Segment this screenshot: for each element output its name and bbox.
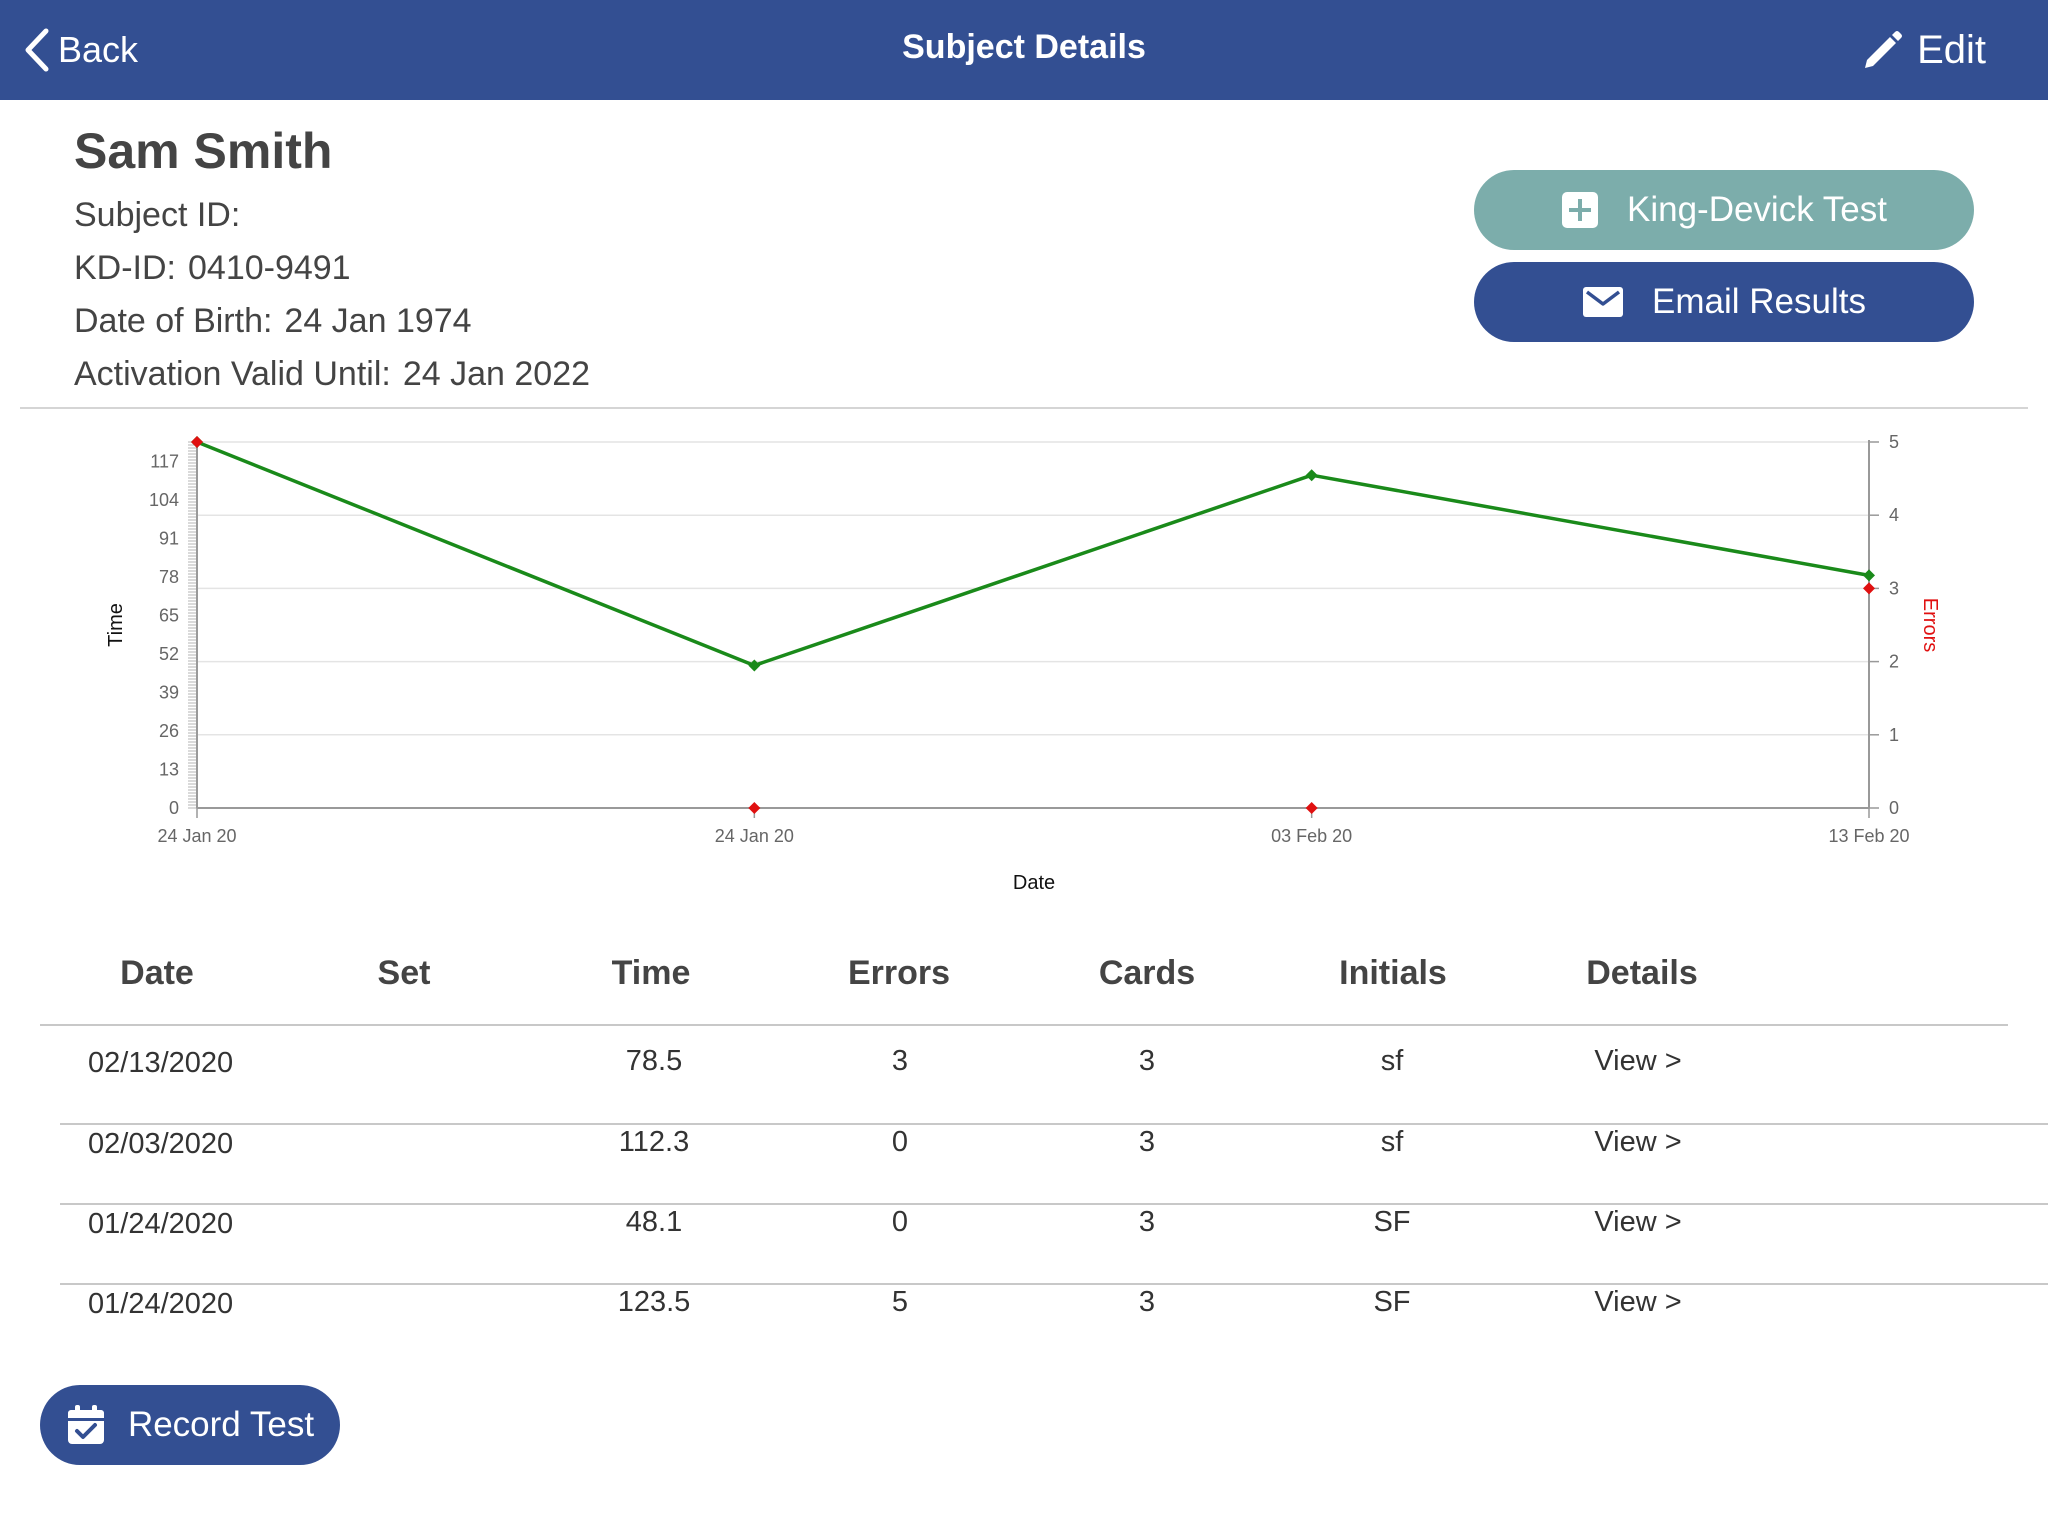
row-1-cards: 3 — [1138, 1045, 1156, 1077]
y-tick-label: 52 — [159, 644, 179, 664]
row-3-initials: SF — [1373, 1206, 1411, 1238]
row-3-date: 01/24/2020 — [88, 1208, 234, 1240]
y2-tick-label: 2 — [1889, 652, 1899, 672]
time-data-point — [1305, 469, 1318, 482]
y-tick-label: 91 — [159, 528, 179, 548]
x-tick-label: 13 Feb 20 — [1828, 826, 1909, 846]
row-1-date: 02/13/2020 — [88, 1047, 234, 1079]
row-2-date: 02/03/2020 — [88, 1128, 234, 1160]
y2-tick-label: 4 — [1889, 505, 1899, 525]
row-divider — [60, 1123, 2048, 1125]
kd-id-row: KD-ID: 0410-9491 — [74, 249, 351, 288]
y-tick-label: 65 — [159, 605, 179, 625]
errors-data-point — [748, 802, 761, 814]
row-3-errors: 0 — [891, 1206, 909, 1238]
row-2-errors: 0 — [891, 1126, 909, 1158]
row-1-time: 78.5 — [625, 1045, 683, 1077]
time-data-point — [1863, 569, 1875, 582]
pencil-icon — [1865, 31, 1903, 68]
dob-value: 24 Jan 1974 — [284, 302, 472, 340]
chevron-left-icon — [25, 28, 49, 72]
y-tick-label: 78 — [159, 567, 179, 587]
edit-button[interactable]: Edit — [1861, 24, 1986, 76]
errors-data-point — [191, 436, 203, 448]
kd-id-value: 0410-9491 — [188, 249, 351, 287]
navigation-bar: Back Subject Details Edit — [0, 0, 2048, 100]
dob-label: Date of Birth: — [74, 302, 273, 340]
record-test-button[interactable]: Record Test — [40, 1385, 340, 1465]
row-1-view-link[interactable]: View > — [1594, 1045, 1682, 1077]
row-2-cards: 3 — [1138, 1126, 1156, 1158]
table-header-rule — [40, 1024, 2008, 1026]
column-header-details: Details — [1586, 954, 1698, 992]
subject-id-label: Subject ID: — [74, 196, 241, 234]
y2-axis-title: Errors — [1919, 598, 1941, 652]
dob-row: Date of Birth: 24 Jan 1974 — [74, 302, 472, 341]
row-4-errors: 5 — [891, 1286, 909, 1318]
row-2-view-link[interactable]: View > — [1594, 1126, 1682, 1158]
time-data-point — [748, 659, 761, 672]
row-4-initials: SF — [1373, 1286, 1411, 1318]
y-axis-title: Time — [105, 603, 127, 647]
section-divider — [20, 407, 2028, 409]
y-tick-label: 13 — [159, 759, 179, 779]
x-tick-label: 24 Jan 20 — [157, 826, 236, 846]
column-header-cards: Cards — [1098, 954, 1196, 992]
envelope-icon — [1582, 286, 1624, 318]
back-label: Back — [58, 29, 139, 70]
row-4-date: 01/24/2020 — [88, 1288, 234, 1320]
column-header-time: Time — [611, 954, 691, 992]
y-tick-label: 104 — [149, 490, 179, 510]
column-header-set: Set — [377, 954, 431, 992]
edit-label: Edit — [1917, 27, 1986, 72]
calendar-check-icon — [66, 1404, 106, 1446]
king-devick-test-label: King-Devick Test — [1626, 190, 1887, 229]
subject-id-row: Subject ID: — [74, 196, 252, 235]
errors-data-point — [1305, 802, 1318, 814]
plus-square-icon — [1561, 191, 1599, 229]
row-1-initials: sf — [1380, 1045, 1404, 1077]
x-tick-label: 24 Jan 20 — [715, 826, 794, 846]
y-tick-label: 39 — [159, 682, 179, 702]
y-tick-label: 26 — [159, 721, 179, 741]
back-button[interactable]: Back — [22, 24, 138, 76]
y-tick-label: 117 — [150, 451, 179, 471]
activation-label: Activation Valid Until: — [74, 355, 391, 393]
y2-tick-label: 3 — [1889, 578, 1899, 598]
row-1-errors: 3 — [891, 1045, 909, 1077]
row-divider — [60, 1283, 2048, 1285]
king-devick-test-button[interactable]: King-Devick Test — [1474, 170, 1974, 250]
subject-name: Sam Smith — [74, 123, 333, 179]
row-4-cards: 3 — [1138, 1286, 1156, 1318]
errors-data-point — [1863, 582, 1875, 595]
y2-tick-label: 5 — [1889, 432, 1899, 452]
record-test-label: Record Test — [127, 1405, 315, 1444]
row-2-time: 112.3 — [618, 1126, 690, 1158]
row-3-time: 48.1 — [625, 1206, 683, 1238]
row-4-view-link[interactable]: View > — [1594, 1286, 1682, 1318]
row-2-initials: sf — [1380, 1126, 1404, 1158]
kd-id-label: KD-ID: — [74, 249, 176, 287]
time-series-line — [196, 440, 1870, 668]
page-title: Subject Details — [902, 28, 1146, 66]
activation-value: 24 Jan 2022 — [402, 355, 591, 393]
y2-tick-label: 1 — [1889, 725, 1899, 745]
row-divider — [60, 1203, 2048, 1205]
row-3-view-link[interactable]: View > — [1594, 1206, 1682, 1238]
email-results-label: Email Results — [1652, 282, 1866, 321]
y-tick-label: 0 — [169, 798, 179, 818]
column-header-initials: Initials — [1339, 954, 1447, 992]
y2-tick-label: 0 — [1889, 798, 1899, 818]
column-header-errors: Errors — [847, 954, 951, 992]
email-results-button[interactable]: Email Results — [1474, 262, 1974, 342]
column-header-date: Date — [120, 954, 194, 992]
row-3-cards: 3 — [1138, 1206, 1156, 1238]
results-chart: 0 13 26 39 52 65 78 91 104 117 0 1 2 3 4 5 24 Jan 20 24 J… — [105, 432, 1941, 894]
activation-row: Activation Valid Until: 24 Jan 2022 — [74, 355, 590, 394]
x-tick-label: 03 Feb 20 — [1271, 826, 1352, 846]
x-axis-title: Date — [1013, 872, 1055, 894]
row-4-time: 123.5 — [617, 1286, 691, 1318]
